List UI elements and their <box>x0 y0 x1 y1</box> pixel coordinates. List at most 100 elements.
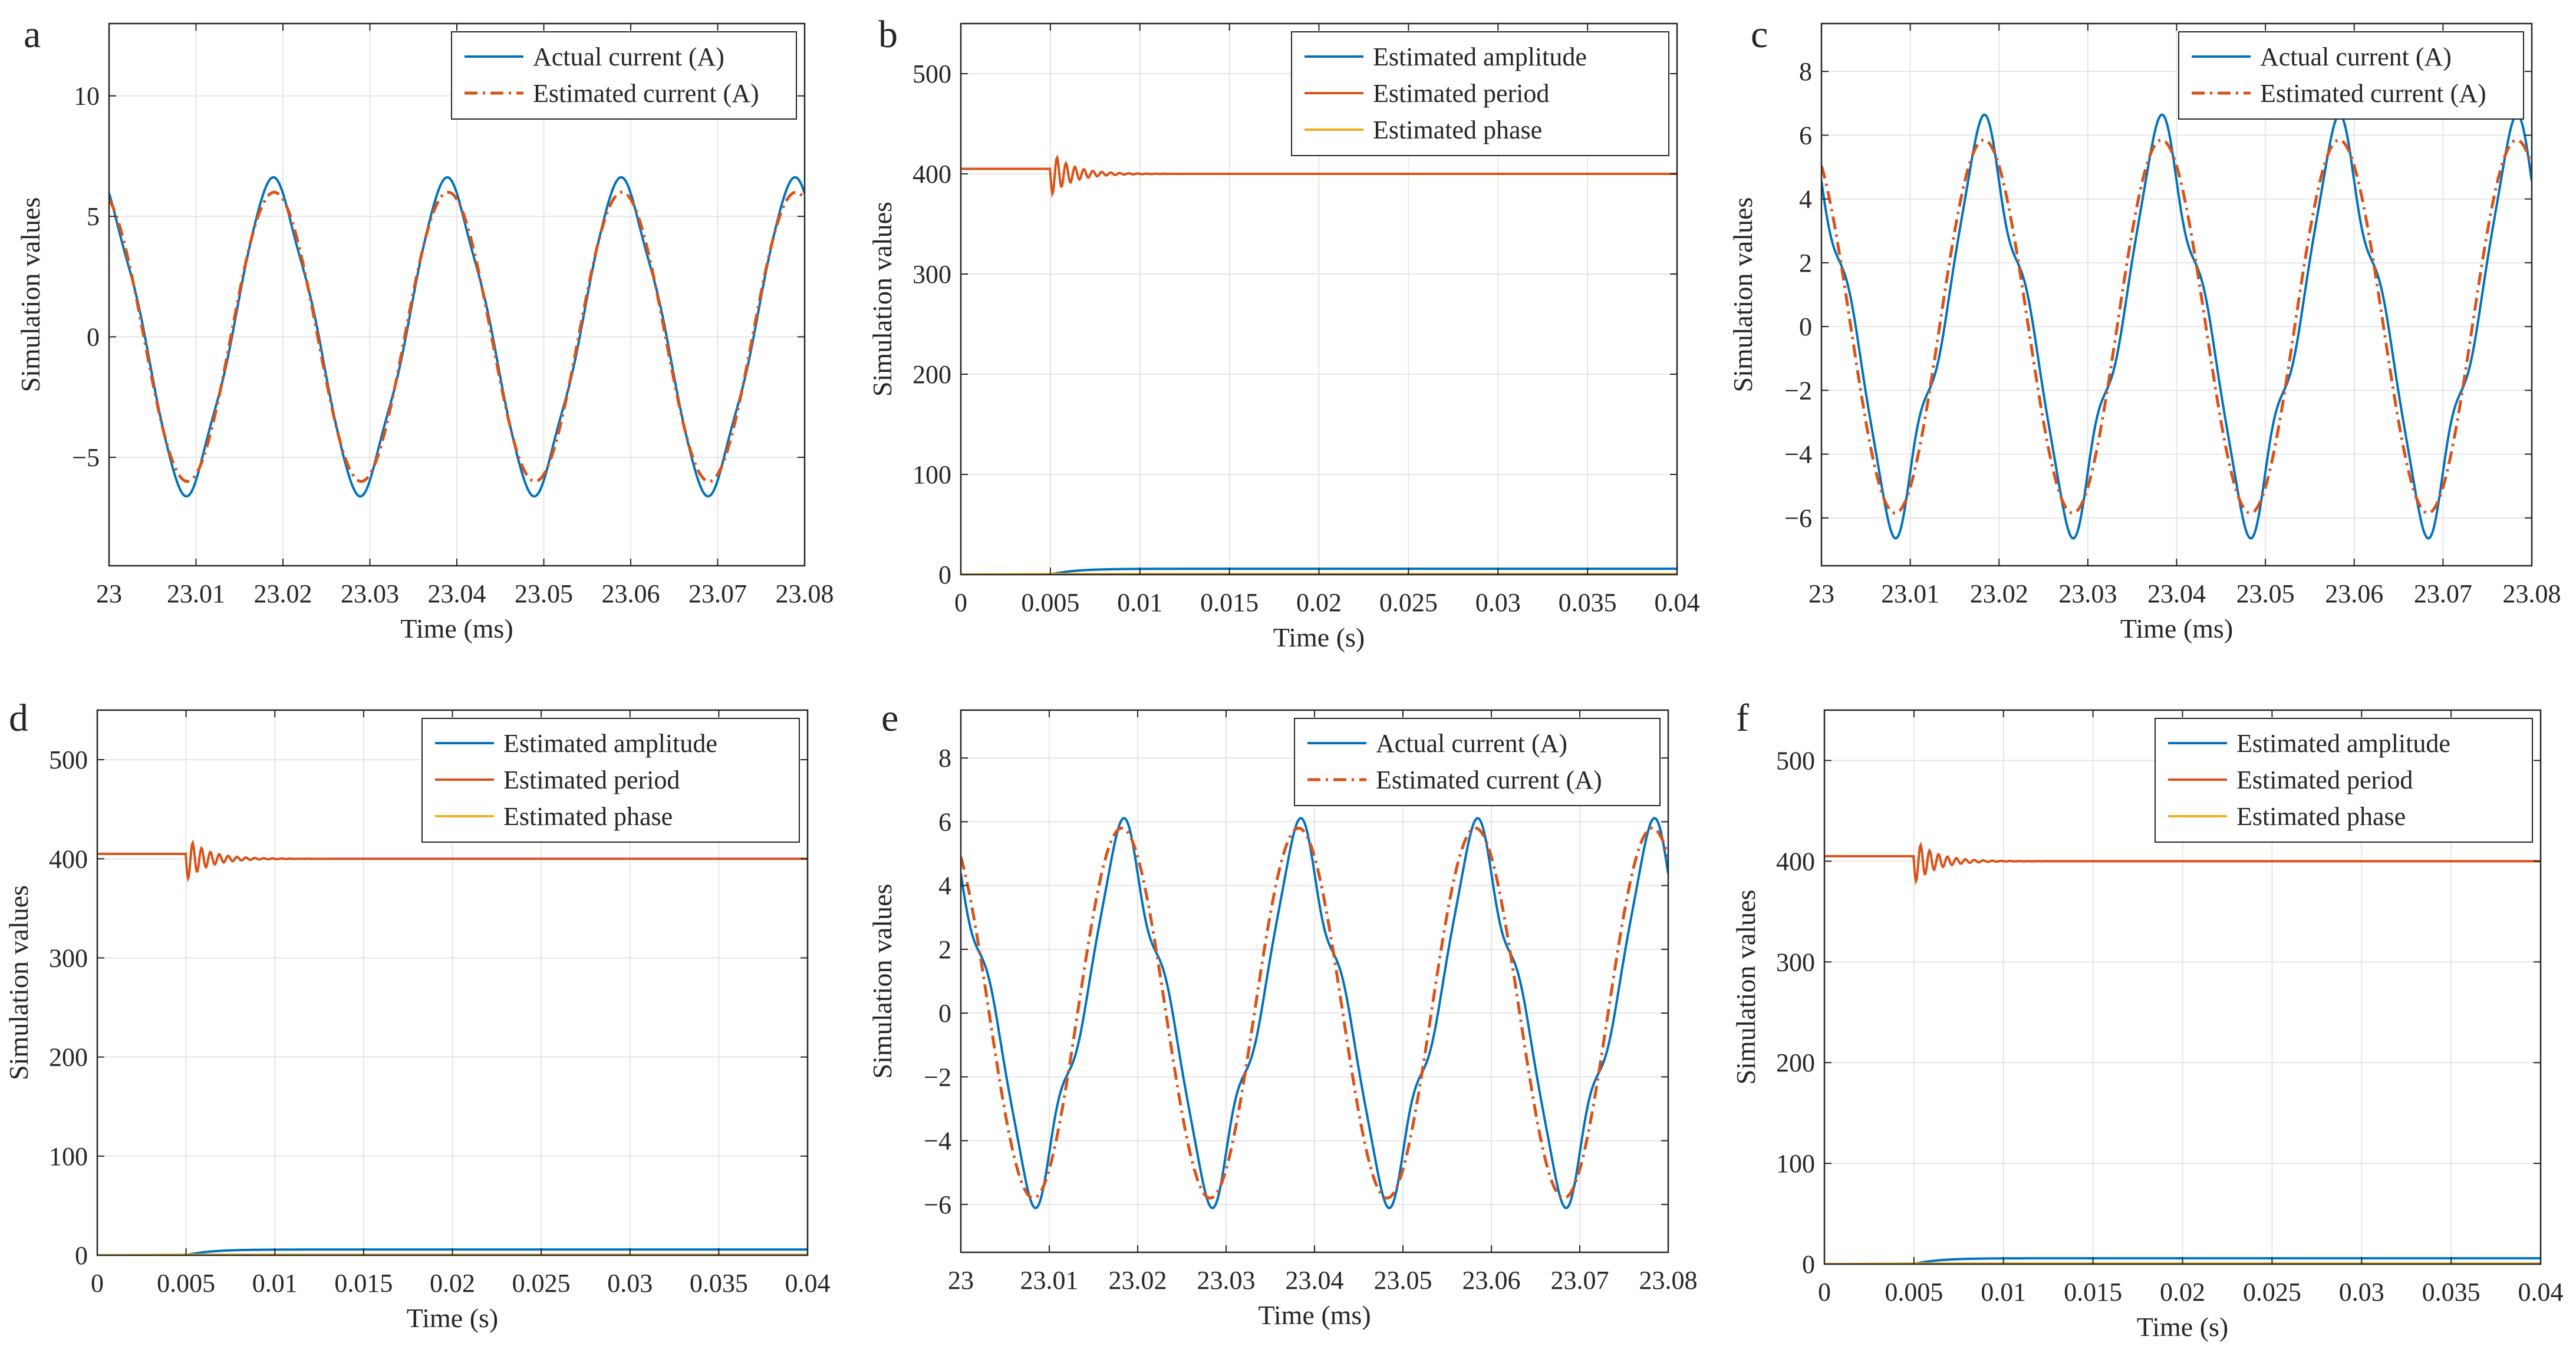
x-tick-label: 0.035 <box>2422 1278 2481 1307</box>
legend-label-1: Actual current (A) <box>2260 42 2452 71</box>
x-tick-label: 23 <box>96 579 122 608</box>
legend: Actual current (A) Estimated current (A) <box>451 31 797 120</box>
y-tick-label: 2 <box>1799 249 1812 278</box>
x-axis-label: Time (ms) <box>400 613 513 644</box>
x-tick-label: 23.08 <box>776 579 834 608</box>
x-tick-label: 23.05 <box>2236 579 2295 608</box>
x-tick-label: 0.015 <box>2064 1278 2122 1307</box>
y-tick-label: 400 <box>1776 847 1815 876</box>
x-tick-label: 23.05 <box>515 579 573 608</box>
x-tick-label: 23.08 <box>2503 579 2561 608</box>
legend: Estimated amplitude Estimated period Estim… <box>1291 31 1669 156</box>
y-tick-label: 100 <box>913 460 951 489</box>
panel-label: c <box>1751 13 1768 56</box>
x-tick-label: 23 <box>1809 579 1834 608</box>
x-axis-label: Time (ms) <box>1258 1300 1371 1330</box>
series-line-1 <box>1821 113 2532 540</box>
x-axis-label: Time (ms) <box>2120 613 2233 644</box>
y-axis-label: Simulation values <box>1728 197 1758 392</box>
x-tick-label: 23.06 <box>1462 1266 1521 1295</box>
x-tick-label: 0.01 <box>1117 588 1162 617</box>
y-axis-label: Simulation values <box>867 202 897 397</box>
legend-label-2: Estimated period <box>2236 766 2413 794</box>
x-tick-label: 0.04 <box>1655 588 1700 617</box>
y-tick-label: 8 <box>938 744 951 773</box>
x-tick-label: 23.05 <box>1374 1266 1432 1295</box>
x-tick-label: 23.03 <box>1197 1266 1256 1295</box>
x-tick-label: 23.04 <box>428 579 486 608</box>
legend-label-2: Estimated current (A) <box>533 79 759 108</box>
x-tick-label: 23.02 <box>1109 1266 1167 1295</box>
x-tick-label: 23.02 <box>254 579 312 608</box>
y-tick-label: −2 <box>1784 376 1812 405</box>
y-tick-label: 100 <box>49 1142 88 1171</box>
panel-label: b <box>878 13 898 56</box>
legend-label-1: Actual current (A) <box>1376 729 1567 758</box>
x-tick-label: 23.01 <box>1020 1266 1079 1295</box>
legend-label-1: Estimated amplitude <box>503 729 717 758</box>
y-axis-label: Simulation values <box>4 885 34 1080</box>
y-tick-label: 400 <box>49 844 88 873</box>
legend-label-1: Estimated amplitude <box>1373 42 1587 71</box>
series-line-2 <box>1821 138 2532 515</box>
x-tick-label: 23.01 <box>167 579 225 608</box>
series-line-2 <box>961 826 1668 1200</box>
x-tick-label: 0.035 <box>1559 588 1617 617</box>
panel-label: e <box>881 697 898 740</box>
y-tick-label: 0 <box>1799 312 1812 341</box>
legend-label-1: Estimated amplitude <box>2236 729 2450 758</box>
y-tick-label: 500 <box>49 745 88 774</box>
panel-c: 23 23.01 23.02 23.03 23.04 23.05 23.06 23.07 23.… <box>1728 13 2561 644</box>
y-axis-label: Simulation values <box>15 197 45 392</box>
x-tick-label: 23.07 <box>2414 579 2472 608</box>
legend: Estimated amplitude Estimated period Estim… <box>421 718 800 843</box>
legend-label-3: Estimated phase <box>2236 802 2406 831</box>
y-tick-label: 100 <box>1776 1149 1815 1178</box>
x-tick-label: 0 <box>954 588 967 617</box>
x-tick-label: 0.03 <box>2339 1278 2384 1307</box>
y-tick-label: 0 <box>1802 1250 1815 1279</box>
x-tick-label: 0.01 <box>1981 1278 2026 1307</box>
x-tick-label: 23.04 <box>2147 579 2206 608</box>
panel-a: 23 23.01 23.02 23.03 23.04 23.05 23.06 23.07 23.… <box>15 13 834 644</box>
x-axis-label: Time (s) <box>407 1303 499 1333</box>
series-line-2 <box>109 190 805 483</box>
y-tick-label: 200 <box>913 360 951 389</box>
legend-label-3: Estimated phase <box>1373 116 1542 144</box>
y-tick-label: 6 <box>1799 121 1812 150</box>
legend-box <box>1294 718 1661 806</box>
x-tick-label: 23.01 <box>1881 579 1939 608</box>
legend-label-2: Estimated current (A) <box>2260 79 2486 108</box>
y-tick-label: 0 <box>75 1241 88 1270</box>
panel-label: f <box>1736 697 1749 740</box>
legend-label-2: Estimated period <box>503 766 680 794</box>
x-tick-label: 0.04 <box>785 1269 831 1298</box>
y-tick-label: −6 <box>924 1190 951 1219</box>
y-tick-label: 300 <box>1776 948 1815 976</box>
x-tick-label: 0.02 <box>2160 1278 2205 1307</box>
y-tick-label: 0 <box>938 560 951 589</box>
x-tick-label: 23.03 <box>2058 579 2117 608</box>
x-tick-label: 0.04 <box>2518 1278 2564 1307</box>
y-axis-label: Simulation values <box>1731 890 1761 1085</box>
y-tick-label: 200 <box>1776 1048 1815 1077</box>
y-tick-label: −2 <box>924 1063 951 1091</box>
panel-d: 0 0.005 0.01 0.015 0.02 0.025 0.03 0.035 0.04 0 10… <box>4 697 831 1333</box>
legend: Actual current (A) Estimated current (A) <box>2178 31 2524 120</box>
x-tick-label: 23.07 <box>689 579 747 608</box>
x-tick-label: 23.06 <box>602 579 660 608</box>
y-tick-label: 8 <box>1799 57 1812 86</box>
y-tick-label: −4 <box>924 1127 951 1156</box>
x-tick-label: 0.02 <box>1296 588 1342 617</box>
series-line-2 <box>97 839 808 883</box>
y-tick-label: 4 <box>1799 185 1812 214</box>
y-tick-label: 0 <box>938 999 951 1028</box>
x-tick-label: 0 <box>91 1269 104 1298</box>
legend-label-1: Actual current (A) <box>533 42 724 71</box>
x-tick-label: 0.015 <box>1200 588 1259 617</box>
x-tick-label: 0.035 <box>690 1269 748 1298</box>
x-tick-label: 0.005 <box>1885 1278 1943 1307</box>
y-tick-label: −4 <box>1784 440 1812 469</box>
x-tick-label: 0.025 <box>1379 588 1438 617</box>
legend-label-2: Estimated period <box>1373 79 1549 108</box>
